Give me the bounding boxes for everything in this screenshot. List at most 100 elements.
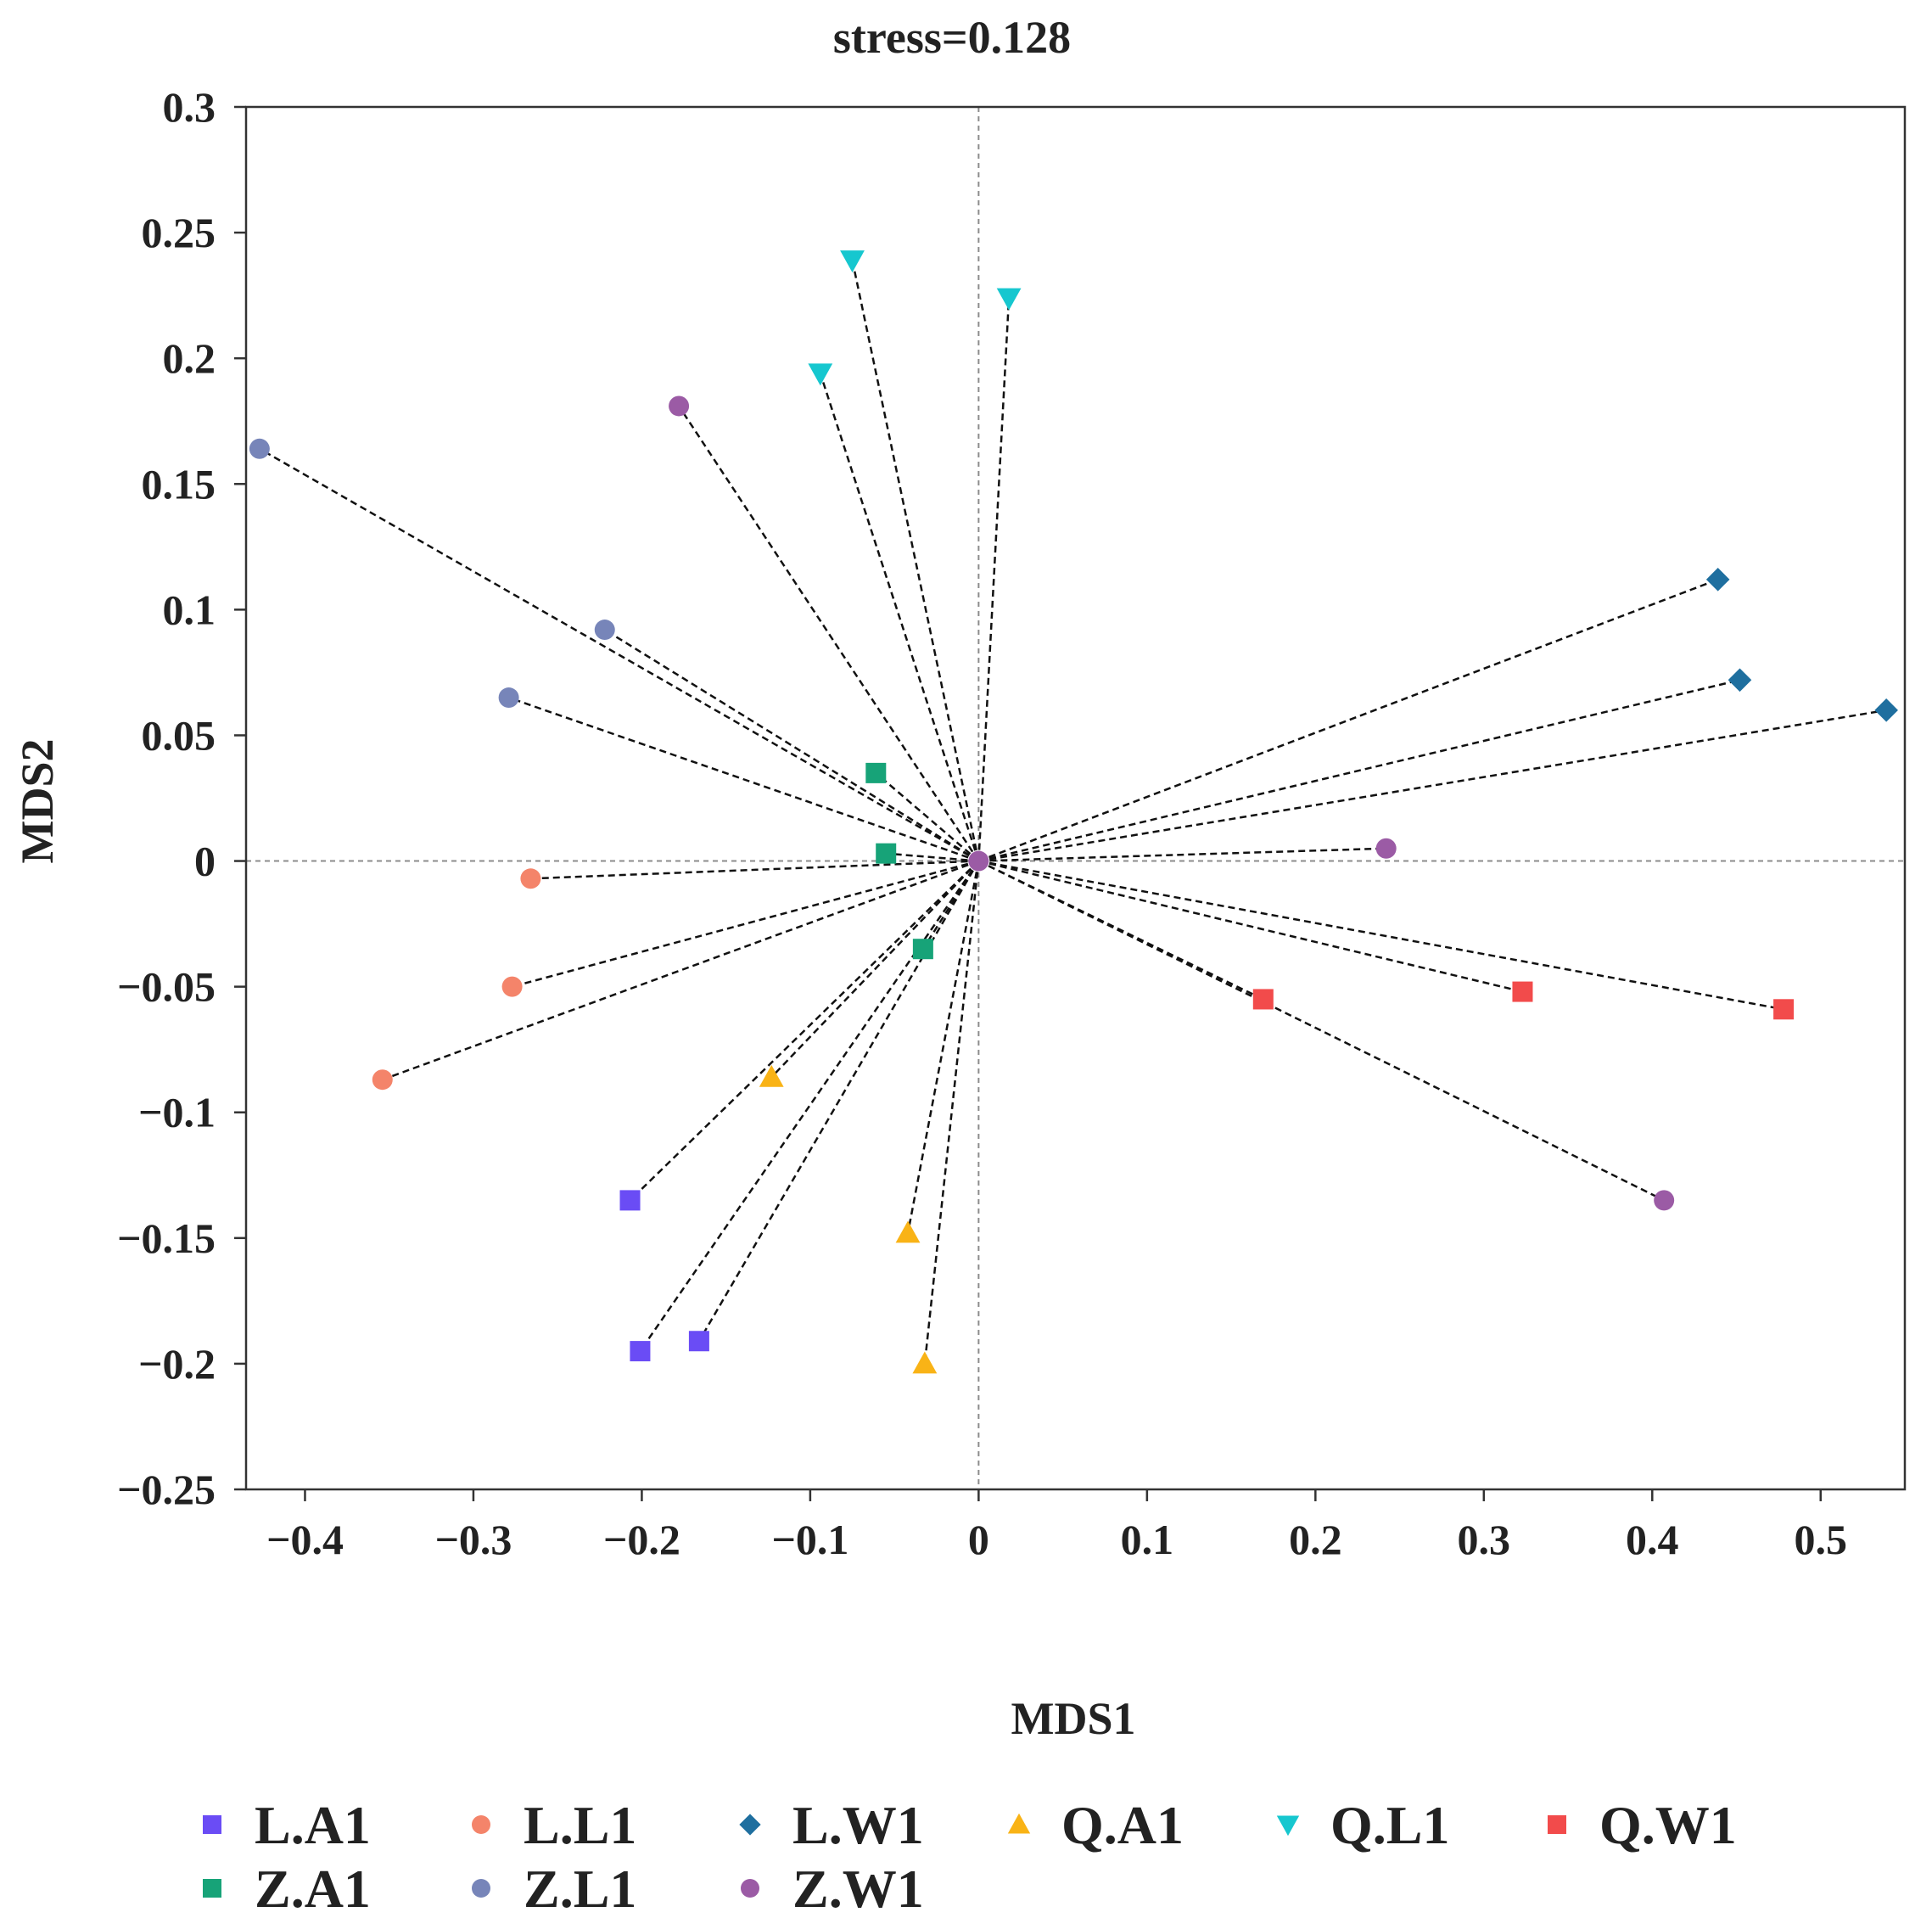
x-tick-label: −0.2 (603, 1516, 680, 1563)
y-tick-label: 0.15 (142, 460, 216, 507)
spider-line (906, 861, 980, 1234)
spider-line (530, 860, 979, 880)
spider-line (382, 860, 979, 1081)
legend-marker-z-l1 (472, 1879, 490, 1898)
y-axis-ticks: 0.3 0.25 0.2 0.15 0.1 0.05 0 −0.05 −0.1 −0.15 −0.2… (117, 83, 246, 1513)
y-tick-label: 0.1 (163, 586, 216, 633)
y-tick-label: 0.05 (142, 711, 216, 759)
data-point-l-l1 (501, 976, 523, 997)
x-tick-label: 0.5 (1795, 1516, 1848, 1563)
x-tick-label: 0.2 (1289, 1516, 1342, 1563)
y-tick-label: −0.25 (117, 1466, 216, 1513)
legend-label-z-l1: Z.L1 (524, 1859, 636, 1919)
legend-label-l-w1: L.W1 (792, 1795, 924, 1855)
legend-marker-l-w1 (739, 1814, 761, 1836)
data-point-z-l1 (498, 687, 519, 709)
data-point-q-a1 (759, 1064, 784, 1087)
legend-label-l-a1: L.A1 (255, 1795, 371, 1855)
legend-marker-l-l1 (472, 1815, 490, 1834)
data-point-z-l1 (249, 438, 270, 459)
data-point-l-a1 (630, 1341, 651, 1362)
data-point-l-l1 (372, 1069, 393, 1091)
data-point-l-a1 (619, 1190, 641, 1211)
legend-marker-z-a1 (203, 1879, 221, 1898)
plot-area (244, 105, 1907, 1491)
legend-marker-q-a1 (1007, 1813, 1031, 1834)
x-tick-label: 0.3 (1458, 1516, 1511, 1563)
data-point-z-a1 (912, 939, 933, 960)
legend-label-z-a1: Z.A1 (255, 1859, 371, 1919)
data-point-q-l1 (808, 363, 833, 386)
data-point-q-l1 (840, 250, 865, 273)
spider-line (977, 298, 1011, 861)
legend-label-q-w1: Q.W1 (1599, 1795, 1737, 1855)
chart-title: stress=0.128 (833, 12, 1071, 63)
data-point-l-w1 (1728, 668, 1752, 693)
x-tick-label: −0.3 (434, 1516, 512, 1563)
x-tick-label: −0.4 (266, 1516, 344, 1563)
data-point-z-w1 (1654, 1190, 1675, 1211)
data-point-q-l1 (996, 288, 1022, 311)
data-point-q-w1 (1252, 989, 1274, 1010)
legend-marker-l-a1 (203, 1815, 221, 1834)
spider-line (604, 628, 980, 862)
plot-frame (244, 105, 1907, 1491)
y-tick-label: −0.15 (117, 1214, 216, 1262)
data-point-q-a1 (895, 1220, 921, 1243)
spider-line (259, 447, 979, 862)
legend-label-q-l1: Q.L1 (1330, 1795, 1449, 1855)
legend-label-q-a1: Q.A1 (1061, 1795, 1184, 1855)
legend-marker-q-w1 (1548, 1815, 1566, 1834)
spider-line (978, 679, 1740, 862)
spider-line (977, 860, 1264, 1001)
legend-label-l-l1: L.L1 (524, 1795, 636, 1855)
x-tick-label: −0.1 (771, 1516, 848, 1563)
data-point-z-w1 (968, 850, 989, 872)
legend-marker-z-w1 (741, 1879, 759, 1898)
y-axis-label: MDS2 (12, 739, 63, 864)
y-tick-label: 0.3 (163, 83, 216, 131)
y-tick-label: −0.1 (138, 1089, 216, 1136)
data-point-l-a1 (688, 1331, 709, 1352)
data-point-z-a1 (876, 843, 897, 864)
spider-line (851, 260, 980, 861)
legend-marker-q-l1 (1276, 1815, 1300, 1836)
spider-line (678, 405, 980, 862)
spider-line (512, 860, 979, 988)
spider-line (923, 861, 980, 1365)
data-point-z-w1 (669, 395, 690, 417)
data-point-z-l1 (594, 620, 615, 641)
spider-line (629, 860, 980, 1202)
spider-line (921, 860, 980, 950)
spider-line (886, 852, 979, 862)
data-point-z-a1 (865, 762, 887, 783)
spider-line (978, 860, 1784, 1011)
spider-line (978, 860, 1523, 993)
y-tick-label: −0.05 (117, 963, 216, 1011)
spider-line (875, 771, 980, 862)
x-axis-label: MDS1 (1011, 1693, 1136, 1744)
data-point-q-a1 (912, 1351, 938, 1374)
y-tick-label: 0 (194, 838, 216, 885)
x-tick-label: 0 (968, 1516, 989, 1563)
x-axis-ticks: −0.4 −0.3 −0.2 −0.1 0 0.1 0.2 0.3 0.4 0.5 (266, 1489, 1847, 1563)
data-point-l-l1 (520, 868, 541, 889)
spider-line (770, 860, 980, 1079)
data-point-q-w1 (1512, 981, 1533, 1002)
spider-line (978, 709, 1887, 862)
y-tick-label: 0.2 (163, 334, 216, 382)
legend-label-z-w1: Z.W1 (792, 1859, 924, 1919)
spider-line (508, 696, 979, 862)
spider-line (978, 847, 1386, 862)
x-tick-label: 0.1 (1121, 1516, 1174, 1563)
spider-line (819, 373, 980, 861)
legend: L.A1 L.L1 L.W1 Q.A1 Q.L1 Q.W1 Z.A1 Z.L1 Z.W1 (203, 1795, 1737, 1919)
data-point-q-w1 (1773, 999, 1795, 1020)
x-tick-label: 0.4 (1626, 1516, 1679, 1563)
y-tick-label: −0.2 (138, 1340, 216, 1388)
data-point-l-w1 (1874, 698, 1898, 722)
data-point-z-w1 (1375, 838, 1397, 859)
spider-line (977, 860, 1665, 1202)
